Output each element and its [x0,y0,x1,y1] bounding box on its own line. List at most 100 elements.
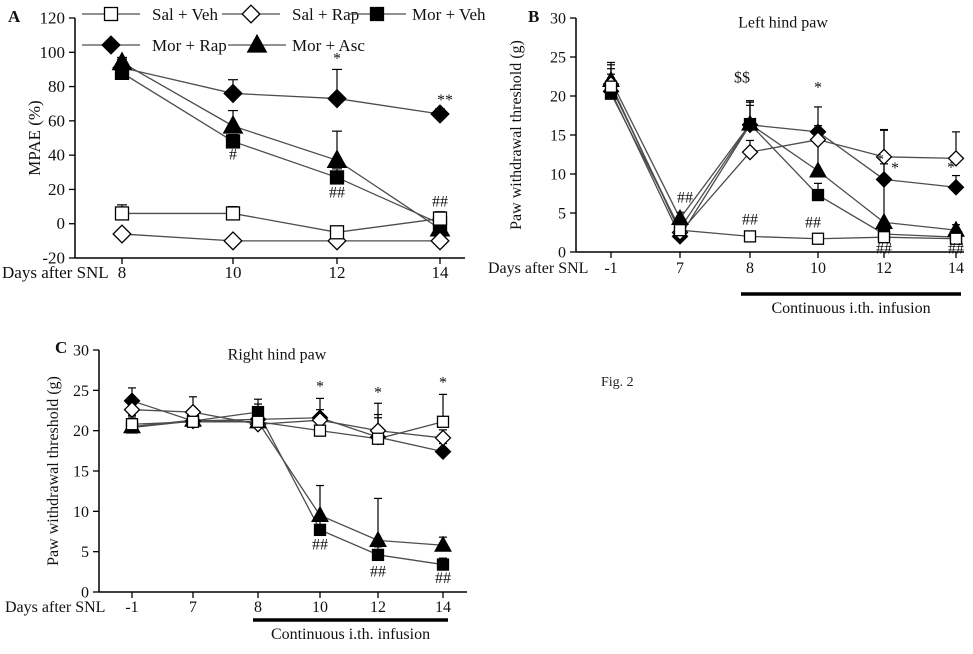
y-axis-label: Paw withdrawal threshold (g) [508,40,525,230]
marker-diamond-open [123,401,141,419]
x-tick-label: 8 [118,263,127,282]
marker-triangle-filled [311,505,329,522]
y-tick-label: 15 [550,128,566,145]
marker-diamond-filled [875,171,893,188]
panel-letter: A [8,7,21,26]
x-tick-label: 12 [370,599,386,616]
series-line-mor-rap [121,67,441,115]
marker-triangle-filled [326,149,348,168]
marker-diamond-open [223,231,243,251]
annotation: ** [437,92,453,109]
annotation: * [891,160,899,177]
infusion-label: Continuous i.th. infusion [271,626,430,643]
marker-square-open [604,80,618,93]
marker-square-filled [811,188,825,202]
series-line-mor-asc [131,419,444,546]
x-axis-label: Days after SNL [5,599,105,616]
figure-label: Fig. 2 [601,375,634,390]
marker-square-open [371,432,385,445]
legend-item-label: Mor + Rap [152,36,227,55]
y-axis-label: MPAE (%) [25,100,44,175]
x-tick-label: 10 [225,263,242,282]
x-axis-label: Days after SNL [2,263,109,282]
marker-square-open [949,232,963,245]
marker-diamond-filled [223,83,243,104]
infusion-label: Continuous i.th. infusion [771,300,930,317]
marker-square-filled [369,6,385,22]
annotation: * [814,80,822,97]
chart-title: Left hind paw [738,14,828,31]
marker-triangle-filled [875,212,893,229]
x-tick-label: 8 [746,260,754,277]
marker-square-open [114,206,130,221]
panel-letter: B [528,7,539,26]
marker-square-open [186,415,200,428]
marker-square-open [329,225,345,240]
x-tick-label: -1 [125,599,138,616]
marker-square-open [436,415,450,428]
y-tick-label: 30 [73,343,89,360]
y-tick-label: 80 [48,77,65,96]
y-tick-label: 25 [73,383,89,400]
y-tick-label: 25 [550,50,566,67]
panel-a-chart: -20 0 20 40 60 80 100 120 8 10 12 14 Days after SNL M… [2,4,486,282]
annotation: * [439,375,447,392]
y-tick-label: 100 [40,43,66,62]
y-tick-label: 5 [81,544,89,561]
legend-item-label: Mor + Veh [412,5,486,24]
annotation: ## [948,240,964,257]
y-tick-label: 60 [48,111,65,130]
y-tick-label: 10 [550,167,566,184]
series-line-sal-veh [610,86,957,240]
series-line-sal-veh [131,421,444,440]
series-line-sal-rap [131,409,444,439]
x-tick-label: 14 [435,599,451,616]
legend-item-label: Mor + Asc [292,36,365,55]
y-tick-label: 20 [73,423,89,440]
x-axis-label: Days after SNL [488,260,588,277]
annotation: # [229,147,237,164]
marker-triangle-filled [222,114,244,134]
series-line-mor-veh [131,411,444,566]
marker-triangle-filled [246,33,268,53]
marker-triangle-filled [434,535,452,552]
annotation: ## [312,537,328,554]
annotation: ## [742,212,758,229]
y-tick-label: 40 [48,146,65,165]
panel-letter: C [55,338,67,357]
legend-item-label: Sal + Veh [152,5,218,24]
x-tick-label: 10 [312,599,328,616]
marker-diamond-open [112,224,132,244]
x-tick-label: 14 [432,263,450,282]
x-tick-label: -1 [604,260,617,277]
y-tick-label: 120 [40,9,66,28]
x-tick-label: 12 [876,260,892,277]
annotation: ## [677,190,693,207]
marker-square-open [811,232,825,245]
marker-square-open [673,224,687,237]
series-line-mor-veh [121,72,441,225]
annotation: ## [432,193,448,210]
marker-diamond-filled [327,88,347,109]
marker-diamond-open [434,429,452,447]
marker-diamond-filled [101,35,121,55]
marker-diamond-open [741,143,759,161]
marker-diamond-filled [947,178,965,196]
chart-title: Right hind paw [228,346,327,363]
marker-square-open [225,206,241,221]
annotation: $$ [734,70,750,87]
y-tick-label: 0 [81,585,89,602]
x-tick-label: 7 [676,260,684,277]
annotation: ## [876,240,892,257]
y-tick-label: 20 [48,180,65,199]
marker-diamond-filled [430,104,450,124]
marker-square-filled [329,170,345,185]
series-line-mor-rap [610,91,957,238]
annotation: ## [435,570,451,587]
series-line-mor-veh [610,93,957,238]
marker-diamond-open [875,148,893,166]
annotation: ## [370,563,386,580]
marker-square-open [103,6,119,22]
series-line-mor-asc [610,80,957,231]
